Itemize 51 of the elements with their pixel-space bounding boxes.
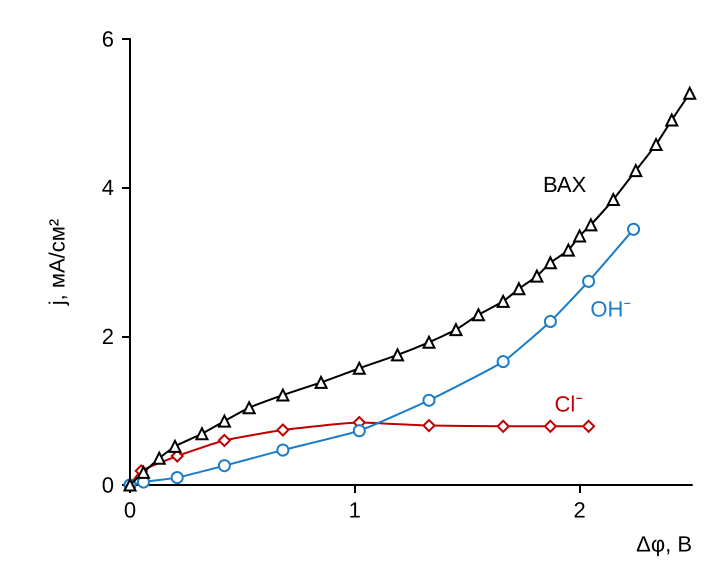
series-label: Cl⁻ [554, 391, 582, 416]
point [627, 222, 640, 236]
point [314, 376, 328, 389]
point [276, 423, 290, 436]
point [218, 414, 231, 428]
point [650, 138, 663, 152]
point [472, 308, 485, 322]
point [276, 444, 290, 457]
point [496, 355, 510, 368]
point [496, 420, 510, 433]
point [562, 244, 575, 257]
point [683, 86, 696, 100]
x-tick-label: 1 [348, 498, 361, 522]
point [352, 362, 366, 375]
y-tick-label: 6 [102, 26, 114, 52]
point [530, 270, 544, 283]
point [170, 471, 184, 484]
point [584, 218, 598, 232]
point [195, 427, 208, 440]
y-tick-label: 2 [102, 324, 114, 349]
point [544, 420, 557, 433]
y-tick-label: 0 [102, 472, 114, 498]
series-label: OH⁻ [590, 296, 630, 322]
y-tick-label: 4 [102, 175, 114, 200]
point [582, 274, 596, 288]
point [573, 229, 586, 242]
point [606, 193, 620, 206]
point [582, 420, 596, 433]
point [422, 394, 436, 407]
x-tick-label: 0 [124, 498, 136, 522]
point [168, 440, 182, 453]
point [352, 424, 366, 438]
series-label: ВАХ [542, 172, 587, 197]
point [512, 282, 526, 296]
point [496, 294, 510, 308]
point [449, 323, 462, 336]
point [422, 419, 436, 432]
point [218, 459, 231, 472]
point [276, 388, 290, 402]
point [422, 336, 436, 349]
point [629, 164, 642, 178]
point [152, 452, 166, 465]
y-axis-title: j, мА/см² [44, 218, 70, 306]
point [218, 434, 231, 447]
point [391, 348, 404, 362]
point [242, 401, 256, 414]
point [544, 256, 557, 270]
x-tick-label: 2 [573, 498, 586, 522]
point [544, 314, 557, 328]
x-axis-title: Δφ, В [636, 532, 692, 556]
point [665, 114, 678, 127]
